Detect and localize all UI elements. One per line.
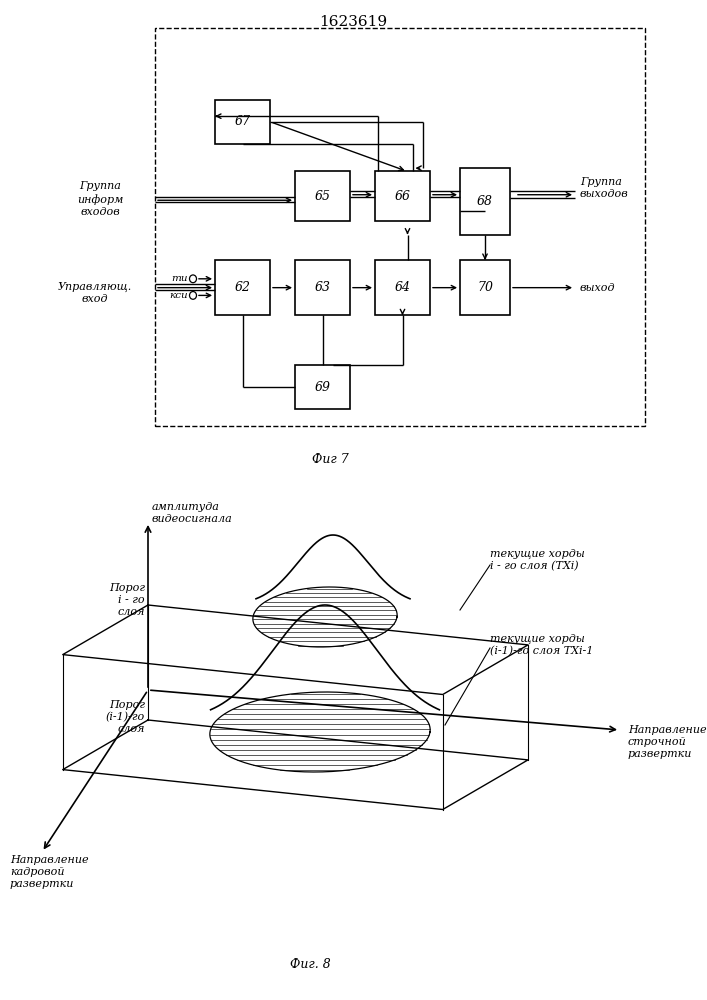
Text: Порог
i - го
слоя: Порог i - го слоя bbox=[109, 583, 145, 617]
Text: кси: кси bbox=[170, 291, 188, 300]
Text: 62: 62 bbox=[235, 281, 250, 294]
Bar bbox=[215, 100, 270, 144]
Text: Группа
информ
входов: Группа информ входов bbox=[77, 181, 123, 217]
Text: 68: 68 bbox=[477, 195, 493, 208]
Bar bbox=[155, 28, 645, 426]
Text: Фиг. 8: Фиг. 8 bbox=[290, 958, 330, 972]
Text: 65: 65 bbox=[315, 190, 330, 203]
Bar bbox=[460, 260, 510, 315]
Text: Направление
строчной
развертки: Направление строчной развертки bbox=[628, 725, 706, 759]
Text: выход: выход bbox=[580, 283, 616, 293]
Bar bbox=[295, 260, 350, 315]
Bar bbox=[215, 260, 270, 315]
Text: 1623619: 1623619 bbox=[319, 15, 387, 29]
Text: Направление
кадровой
развертки: Направление кадровой развертки bbox=[10, 855, 88, 889]
Bar bbox=[375, 171, 430, 221]
Text: Группа
выходов: Группа выходов bbox=[580, 177, 629, 199]
Text: текущие хорды
i - го слоя (ТХi): текущие хорды i - го слоя (ТХi) bbox=[490, 549, 585, 571]
Bar bbox=[295, 365, 350, 409]
Text: Порог
(i-1)-го
слоя: Порог (i-1)-го слоя bbox=[106, 700, 145, 734]
Bar bbox=[295, 171, 350, 221]
Text: текущие хорды
(i-1)-го слоя ТХi-1: текущие хорды (i-1)-го слоя ТХi-1 bbox=[490, 634, 593, 656]
Bar bbox=[375, 260, 430, 315]
Text: 70: 70 bbox=[477, 281, 493, 294]
Text: 63: 63 bbox=[315, 281, 330, 294]
Text: Управляющ.
вход: Управляющ. вход bbox=[58, 282, 132, 304]
Text: Фиг 7: Фиг 7 bbox=[312, 453, 349, 466]
Text: 69: 69 bbox=[315, 381, 330, 394]
Text: ти: ти bbox=[172, 274, 188, 283]
Bar bbox=[460, 168, 510, 235]
Text: 67: 67 bbox=[235, 115, 250, 128]
Text: амплитуда
видеосигнала: амплитуда видеосигнала bbox=[152, 502, 233, 524]
Text: 66: 66 bbox=[395, 190, 411, 203]
Text: 64: 64 bbox=[395, 281, 411, 294]
